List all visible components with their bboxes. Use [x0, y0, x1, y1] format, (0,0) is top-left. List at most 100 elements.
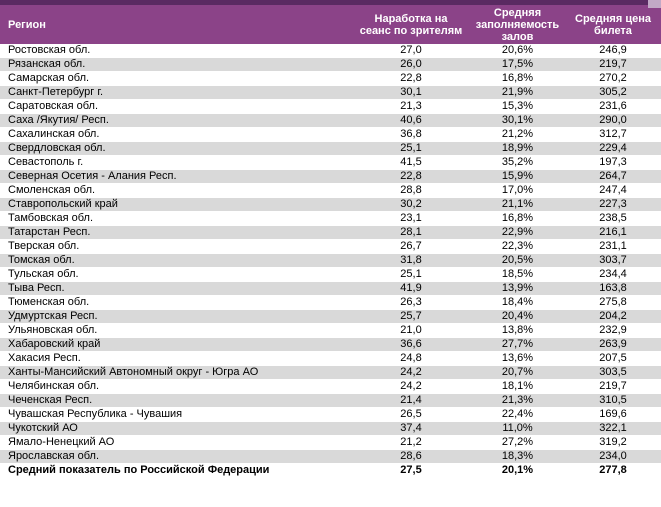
column-header-average-ticket-price: Средняя цена билета	[565, 5, 661, 44]
price-cell: 310,5	[565, 393, 661, 409]
region-cell: Сахалинская обл.	[0, 127, 352, 143]
attendance-cell: 26,5	[352, 407, 470, 423]
attendance-cell: 25,1	[352, 141, 470, 157]
attendance-cell: 41,9	[352, 281, 470, 297]
table-row: Тверская обл. 26,7 22,3% 231,1	[0, 239, 661, 255]
table-row: Ульяновская обл. 21,0 13,8% 232,9	[0, 323, 661, 339]
table-row: Саха /Якутия/ Респ. 40,6 30,1% 290,0	[0, 113, 661, 129]
table-row: Ямало-Ненецкий АО 21,2 27,2% 319,2	[0, 435, 661, 451]
table-row: Северная Осетия - Алания Респ. 22,8 15,9…	[0, 169, 661, 185]
attendance-cell: 37,4	[352, 421, 470, 437]
region-cell: Смоленская обл.	[0, 183, 352, 199]
occupancy-cell: 20,1%	[470, 463, 565, 479]
region-cell: Томская обл.	[0, 253, 352, 269]
price-cell: 227,3	[565, 197, 661, 213]
attendance-cell: 23,1	[352, 211, 470, 227]
attendance-cell: 26,3	[352, 295, 470, 311]
price-cell: 234,4	[565, 267, 661, 283]
attendance-cell: 31,8	[352, 253, 470, 269]
occupancy-cell: 13,9%	[470, 281, 565, 297]
table-row: Свердловская обл. 25,1 18,9% 229,4	[0, 141, 661, 157]
occupancy-cell: 22,3%	[470, 239, 565, 255]
occupancy-cell: 30,1%	[470, 113, 565, 129]
table-row: Тульская обл. 25,1 18,5% 234,4	[0, 267, 661, 283]
attendance-cell: 40,6	[352, 113, 470, 129]
occupancy-cell: 21,1%	[470, 197, 565, 213]
region-cell: Ростовская обл.	[0, 44, 352, 59]
attendance-cell: 41,5	[352, 155, 470, 171]
price-cell: 290,0	[565, 113, 661, 129]
price-cell: 263,9	[565, 337, 661, 353]
region-cell: Ярославская обл.	[0, 449, 352, 465]
region-cell: Рязанская обл.	[0, 57, 352, 73]
occupancy-cell: 15,3%	[470, 99, 565, 115]
attendance-cell: 36,8	[352, 127, 470, 143]
region-cell: Ульяновская обл.	[0, 323, 352, 339]
attendance-cell: 21,3	[352, 99, 470, 115]
region-cell: Хакасия Респ.	[0, 351, 352, 367]
price-cell: 247,4	[565, 183, 661, 199]
region-cell: Северная Осетия - Алания Респ.	[0, 169, 352, 185]
occupancy-cell: 21,9%	[470, 85, 565, 101]
regions-table: Регион Наработка на сеанс по зрителям Ср…	[0, 5, 661, 479]
region-cell: Свердловская обл.	[0, 141, 352, 157]
price-cell: 197,3	[565, 155, 661, 171]
header-row: Регион Наработка на сеанс по зрителям Ср…	[0, 5, 661, 44]
price-cell: 275,8	[565, 295, 661, 311]
table-row: Чукотский АО 37,4 11,0% 322,1	[0, 421, 661, 437]
table-row: Удмуртская Респ. 25,7 20,4% 204,2	[0, 309, 661, 325]
price-cell: 322,1	[565, 421, 661, 437]
table-row: Ростовская обл. 27,0 20,6% 246,9	[0, 44, 661, 59]
table-row: Сахалинская обл. 36,8 21,2% 312,7	[0, 127, 661, 143]
occupancy-cell: 27,2%	[470, 435, 565, 451]
occupancy-cell: 15,9%	[470, 169, 565, 185]
occupancy-cell: 17,0%	[470, 183, 565, 199]
price-cell: 163,8	[565, 281, 661, 297]
top-strip	[0, 0, 661, 8]
table-row: Томская обл. 31,8 20,5% 303,7	[0, 253, 661, 269]
occupancy-cell: 27,7%	[470, 337, 565, 353]
occupancy-cell: 16,8%	[470, 71, 565, 87]
table-row: Татарстан Респ. 28,1 22,9% 216,1	[0, 225, 661, 241]
region-cell: Удмуртская Респ.	[0, 309, 352, 325]
table-row: Чеченская Респ. 21,4 21,3% 310,5	[0, 393, 661, 409]
region-cell: Чувашская Республика - Чувашия	[0, 407, 352, 423]
price-cell: 277,8	[565, 463, 661, 479]
table-row: Челябинская обл. 24,2 18,1% 219,7	[0, 379, 661, 395]
price-cell: 229,4	[565, 141, 661, 157]
table-row: Самарская обл. 22,8 16,8% 270,2	[0, 71, 661, 87]
table-row: Севастополь г. 41,5 35,2% 197,3	[0, 155, 661, 171]
region-cell: Хабаровский край	[0, 337, 352, 353]
attendance-cell: 21,4	[352, 393, 470, 409]
attendance-cell: 36,6	[352, 337, 470, 353]
price-cell: 231,6	[565, 99, 661, 115]
region-cell: Ханты-Мансийский Автономный округ - Югра…	[0, 365, 352, 381]
attendance-cell: 28,1	[352, 225, 470, 241]
price-cell: 246,9	[565, 44, 661, 59]
region-cell: Севастополь г.	[0, 155, 352, 171]
attendance-cell: 24,8	[352, 351, 470, 367]
price-cell: 232,9	[565, 323, 661, 339]
price-cell: 219,7	[565, 379, 661, 395]
occupancy-cell: 21,2%	[470, 127, 565, 143]
region-cell: Чукотский АО	[0, 421, 352, 437]
occupancy-cell: 18,5%	[470, 267, 565, 283]
attendance-cell: 21,2	[352, 435, 470, 451]
attendance-cell: 25,7	[352, 309, 470, 325]
table-row: Чувашская Республика - Чувашия 26,5 22,4…	[0, 407, 661, 423]
table-body: Ростовская обл. 27,0 20,6% 246,9 Рязанск…	[0, 44, 661, 479]
occupancy-cell: 21,3%	[470, 393, 565, 409]
occupancy-cell: 20,6%	[470, 44, 565, 59]
occupancy-cell: 16,8%	[470, 211, 565, 227]
attendance-cell: 28,6	[352, 449, 470, 465]
column-header-average-occupancy: Средняя заполняемость залов	[470, 5, 565, 44]
region-cell: Ямало-Ненецкий АО	[0, 435, 352, 451]
region-cell: Средний показатель по Российской Федерац…	[0, 463, 352, 479]
attendance-cell: 22,8	[352, 71, 470, 87]
price-cell: 234,0	[565, 449, 661, 465]
table-row: Тюменская обл. 26,3 18,4% 275,8	[0, 295, 661, 311]
price-cell: 264,7	[565, 169, 661, 185]
occupancy-cell: 17,5%	[470, 57, 565, 73]
price-cell: 207,5	[565, 351, 661, 367]
price-cell: 305,2	[565, 85, 661, 101]
